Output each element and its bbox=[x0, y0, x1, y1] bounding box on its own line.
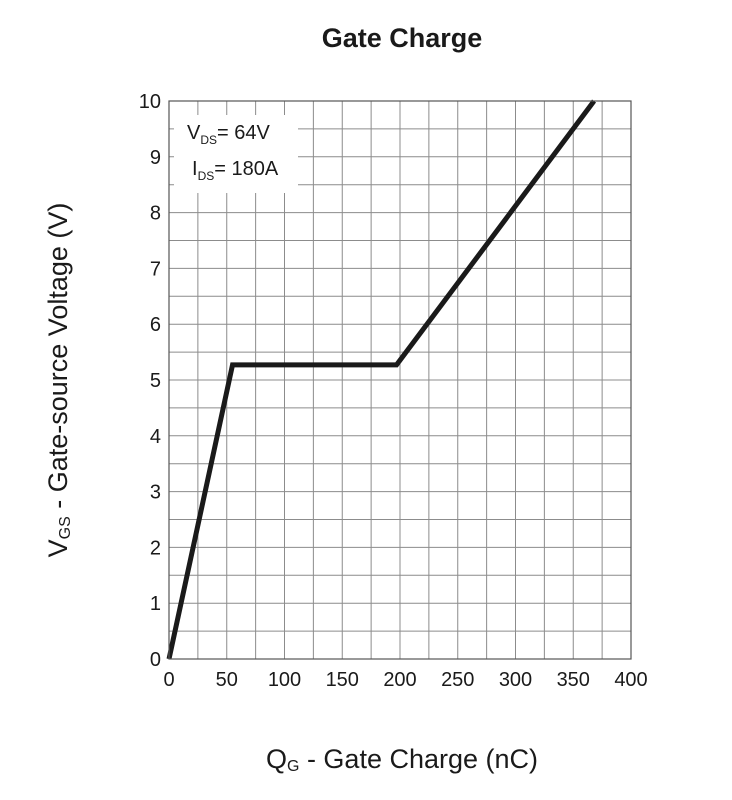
annotation-vds: VDS= 64V bbox=[187, 122, 270, 147]
y-tick-label: 0 bbox=[150, 649, 161, 671]
x-tick-label: 50 bbox=[216, 669, 238, 691]
x-tick-label: 0 bbox=[163, 669, 174, 691]
x-tick-label: 300 bbox=[499, 669, 532, 691]
y-tick-label: 7 bbox=[150, 258, 161, 280]
x-axis-label: QG - Gate Charge (nC) bbox=[266, 744, 538, 775]
y-tick-labels: 0 1 2 3 4 5 6 7 8 9 10 bbox=[139, 91, 161, 671]
y-tick-label: 5 bbox=[150, 370, 161, 392]
y-tick-label: 6 bbox=[150, 314, 161, 336]
y-tick-label: 3 bbox=[150, 482, 161, 504]
y-tick-label: 2 bbox=[150, 537, 161, 559]
x-tick-label: 400 bbox=[614, 669, 647, 691]
annotation-ids: IDS= 180A bbox=[192, 158, 279, 183]
x-tick-label: 350 bbox=[557, 669, 590, 691]
x-tick-label: 100 bbox=[268, 669, 301, 691]
chart-title: Gate Charge bbox=[322, 23, 483, 53]
grid-lines bbox=[169, 101, 631, 659]
x-tick-label: 200 bbox=[383, 669, 416, 691]
annotation-background bbox=[174, 115, 298, 193]
y-tick-label: 8 bbox=[150, 203, 161, 225]
series-line bbox=[166, 99, 597, 660]
y-tick-label: 10 bbox=[139, 91, 161, 113]
y-axis-label: VGS - Gate-source Voltage (V) bbox=[43, 203, 74, 558]
x-tick-label: 250 bbox=[441, 669, 474, 691]
x-tick-labels: 0 50 100 150 200 250 300 350 400 bbox=[163, 669, 647, 691]
x-tick-label: 150 bbox=[326, 669, 359, 691]
y-tick-label: 1 bbox=[150, 593, 161, 615]
y-tick-label: 9 bbox=[150, 147, 161, 169]
y-tick-label: 4 bbox=[150, 426, 161, 448]
plot-frame bbox=[168, 100, 632, 660]
